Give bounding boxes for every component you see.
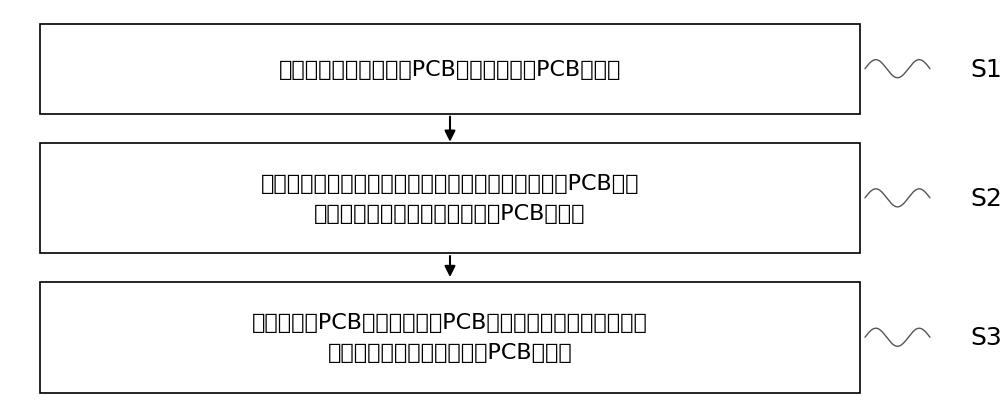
Text: 将所述第二PCB板图像与柔性PCB板模板进行配准，根据配准
结果进行特征比对确定所述PCB板缺陷: 将所述第二PCB板图像与柔性PCB板模板进行配准，根据配准 结果进行特征比对确定… bbox=[252, 313, 648, 362]
Text: 获取若干拍摄角度下的PCB板，得到第一PCB板图像: 获取若干拍摄角度下的PCB板，得到第一PCB板图像 bbox=[279, 60, 621, 79]
Text: S300: S300 bbox=[970, 326, 1000, 349]
Text: 通过自适应保真项与黎曼流形正则化模型对所述第一PCB板图
像进行图像复原处理，得到第二PCB板图像: 通过自适应保真项与黎曼流形正则化模型对所述第一PCB板图 像进行图像复原处理，得… bbox=[261, 174, 639, 223]
Text: S200: S200 bbox=[970, 187, 1000, 210]
FancyBboxPatch shape bbox=[40, 282, 860, 393]
FancyBboxPatch shape bbox=[40, 25, 860, 115]
FancyBboxPatch shape bbox=[40, 143, 860, 254]
Text: S100: S100 bbox=[970, 58, 1000, 81]
